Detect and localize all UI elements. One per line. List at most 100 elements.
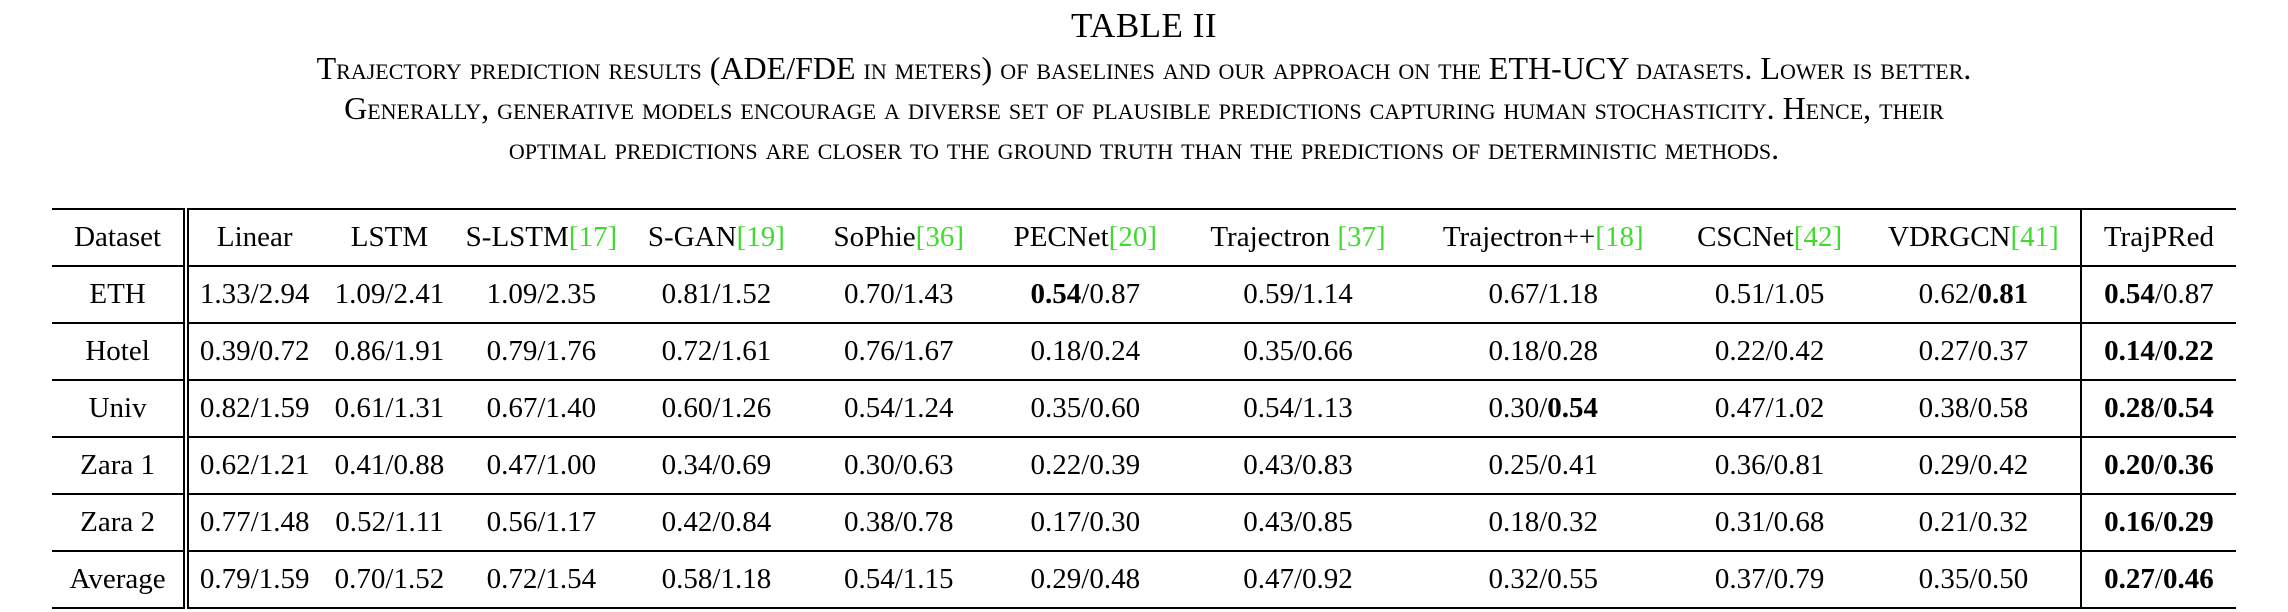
- ade-fde-cell: 0.52/1.11: [320, 494, 459, 552]
- ade-fde-cell: 0.59/1.14: [1181, 266, 1415, 324]
- column-header-label: LSTM: [350, 221, 429, 253]
- fde-value: 0.50: [1977, 563, 2029, 595]
- ade-fde-cell: 0.38/0.58: [1867, 380, 2081, 438]
- fde-value: 0.32: [1977, 506, 2029, 538]
- fde-value: 0.83: [1302, 449, 1353, 481]
- separator: /: [385, 392, 394, 424]
- citation-link[interactable]: [42]: [1793, 221, 1843, 253]
- citation-link[interactable]: [37]: [1337, 221, 1386, 253]
- citation-link[interactable]: [36]: [915, 221, 964, 253]
- table-row: ETH 1.33/2.94 1.09/2.41 1.09/2.35 0.81/1.52 0…: [52, 266, 2236, 324]
- ade-value: 0.20: [2104, 449, 2155, 481]
- dataset-name: Zara 1: [52, 437, 190, 495]
- separator: /: [250, 392, 259, 424]
- ade-value: 0.18: [1488, 506, 1540, 538]
- column-header: SoPhie[36]: [808, 208, 989, 267]
- fde-value: 1.05: [1773, 278, 1825, 310]
- ade-fde-cell: 0.21/0.32: [1867, 494, 2081, 552]
- separator: /: [1293, 563, 1303, 595]
- ade-fde-cell: 0.20/0.36: [2079, 437, 2236, 495]
- ade-value: 0.38: [843, 506, 895, 538]
- ade-value: 0.58: [661, 563, 713, 595]
- ade-value: 0.47: [486, 449, 538, 481]
- separator: /: [1081, 335, 1090, 367]
- separator: /: [537, 392, 546, 424]
- separator: /: [712, 392, 721, 424]
- results-table-wrapper: Dataset Linear LSTM S-LSTM[17] S-GAN[19] SoPh…: [52, 208, 2236, 609]
- citation-link[interactable]: [17]: [568, 221, 618, 253]
- ade-value: 0.43: [1243, 449, 1294, 481]
- separator: /: [537, 449, 546, 481]
- column-header-label: VDRGCN: [1888, 221, 2011, 253]
- fde-value: 0.39: [1089, 449, 1141, 481]
- ade-fde-cell: 0.72/1.61: [624, 323, 809, 381]
- separator: /: [2154, 278, 2163, 310]
- separator: /: [712, 335, 721, 367]
- separator: /: [712, 278, 721, 310]
- fde-value: 0.60: [1089, 392, 1141, 424]
- ade-value: 0.70: [843, 278, 895, 310]
- ade-value: 0.22: [1030, 449, 1082, 481]
- fde-value: 0.28: [1547, 335, 1599, 367]
- ade-value: 0.54: [843, 563, 895, 595]
- citation-link[interactable]: [41]: [2010, 221, 2059, 253]
- ade-value: 0.27: [2104, 563, 2155, 595]
- ade-fde-cell: 0.39/0.72: [186, 323, 321, 381]
- ade-fde-cell: 0.43/0.85: [1181, 494, 1415, 552]
- ade-fde-cell: 0.54/1.13: [1181, 380, 1415, 438]
- separator: /: [2154, 335, 2163, 367]
- separator: /: [1969, 278, 1978, 310]
- ade-value: 0.76: [843, 335, 895, 367]
- separator: /: [1539, 278, 1548, 310]
- ade-fde-cell: 0.70/1.52: [320, 551, 459, 609]
- citation-link[interactable]: [19]: [736, 221, 785, 253]
- fde-value: 0.54: [2162, 392, 2214, 424]
- ade-value: 0.30: [1488, 392, 1540, 424]
- separator: /: [894, 392, 903, 424]
- ade-fde-cell: 0.54/0.87: [2079, 266, 2236, 324]
- separator: /: [2154, 449, 2163, 481]
- separator: /: [1081, 563, 1090, 595]
- dataset-name: Zara 2: [52, 494, 190, 552]
- ade-fde-cell: 0.72/1.54: [458, 551, 625, 609]
- ade-fde-cell: 0.18/0.28: [1414, 323, 1673, 381]
- ade-fde-cell: 0.81/1.52: [624, 266, 809, 324]
- separator: /: [894, 278, 903, 310]
- ade-fde-cell: 0.34/0.69: [624, 437, 809, 495]
- ade-value: 0.17: [1030, 506, 1082, 538]
- fde-value: 1.52: [720, 278, 772, 310]
- ade-value: 0.35: [1918, 563, 1970, 595]
- separator: /: [250, 335, 259, 367]
- ade-value: 0.79: [199, 563, 251, 595]
- fde-value: 1.21: [258, 449, 310, 481]
- fde-value: 1.15: [902, 563, 954, 595]
- column-header: LSTM: [320, 208, 459, 267]
- table-body: ETH 1.33/2.94 1.09/2.41 1.09/2.35 0.81/1.52 0…: [52, 266, 2236, 609]
- ade-fde-cell: 0.36/0.81: [1672, 437, 1868, 495]
- ade-fde-cell: 0.60/1.26: [624, 380, 809, 438]
- separator: /: [1969, 563, 1978, 595]
- ade-value: 0.18: [1488, 335, 1540, 367]
- separator: /: [1765, 506, 1774, 538]
- ade-fde-cell: 0.14/0.22: [2079, 323, 2236, 381]
- fde-value: 0.81: [1773, 449, 1825, 481]
- fde-value: 2.94: [258, 278, 310, 310]
- ade-value: 0.47: [1714, 392, 1766, 424]
- ade-fde-cell: 0.51/1.05: [1672, 266, 1868, 324]
- separator: /: [1765, 563, 1774, 595]
- fde-value: 0.72: [258, 335, 310, 367]
- ade-value: 0.72: [661, 335, 713, 367]
- citation-link[interactable]: [18]: [1595, 221, 1644, 253]
- ade-fde-cell: 1.09/2.35: [458, 266, 625, 324]
- ade-value: 0.82: [199, 392, 251, 424]
- fde-value: 0.78: [902, 506, 954, 538]
- fde-value: 1.59: [258, 563, 310, 595]
- citation-link[interactable]: [20]: [1108, 221, 1157, 253]
- ade-fde-cell: 0.54/1.24: [808, 380, 989, 438]
- separator: /: [385, 449, 394, 481]
- separator: /: [1969, 335, 1978, 367]
- ade-fde-cell: 0.86/1.91: [320, 323, 459, 381]
- column-header-label: Linear: [216, 221, 293, 253]
- fde-value: 1.52: [393, 563, 445, 595]
